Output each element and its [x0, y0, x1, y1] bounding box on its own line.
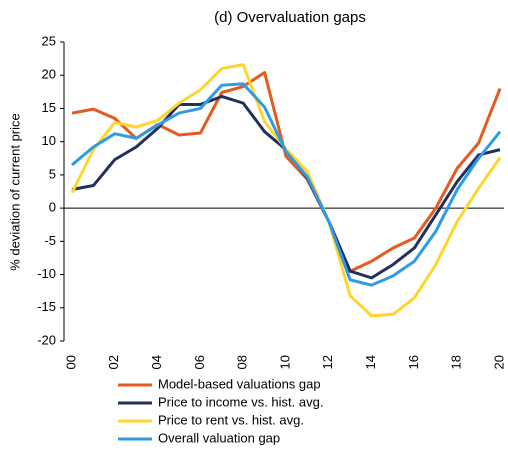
x-tick-label: 02: [106, 355, 121, 369]
x-tick-label: 18: [449, 355, 464, 369]
y-tick-label: -15: [37, 299, 56, 314]
chart-title: (d) Overvaluation gaps: [214, 9, 366, 26]
y-axis-label: % deviation of current price: [7, 113, 22, 271]
series-line: [70, 63, 502, 318]
y-tick-label: 0: [49, 200, 56, 215]
x-tick-label: 14: [363, 355, 378, 369]
y-tick-label: 5: [49, 166, 56, 181]
legend-label: Price to income vs. hist. avg.: [158, 394, 323, 409]
x-tick-label: 06: [192, 355, 207, 369]
y-tick-label: -20: [37, 332, 56, 347]
x-tick-label: 00: [63, 355, 78, 369]
y-tick-label: 25: [42, 33, 56, 48]
x-tick-label: 08: [235, 355, 250, 369]
y-tick-label: 15: [42, 100, 56, 115]
x-tick-label: 10: [277, 355, 292, 369]
y-tick-label: -5: [44, 233, 56, 248]
x-tick-label: 16: [406, 355, 421, 369]
series-line: [71, 82, 502, 287]
legend-label: Overall valuation gap: [158, 430, 280, 445]
x-tick-label: 12: [320, 355, 335, 369]
series-line: [71, 94, 501, 280]
series-line: [71, 71, 502, 273]
y-tick-label: 20: [42, 67, 56, 82]
legend-label: Model-based valuations gap: [158, 376, 321, 391]
y-tick-label: -10: [37, 266, 56, 281]
legend-label: Price to rent vs. hist. avg.: [158, 412, 304, 427]
y-tick-label: 10: [42, 133, 56, 148]
x-tick-label: 20: [491, 355, 506, 369]
x-tick-label: 04: [149, 355, 164, 369]
